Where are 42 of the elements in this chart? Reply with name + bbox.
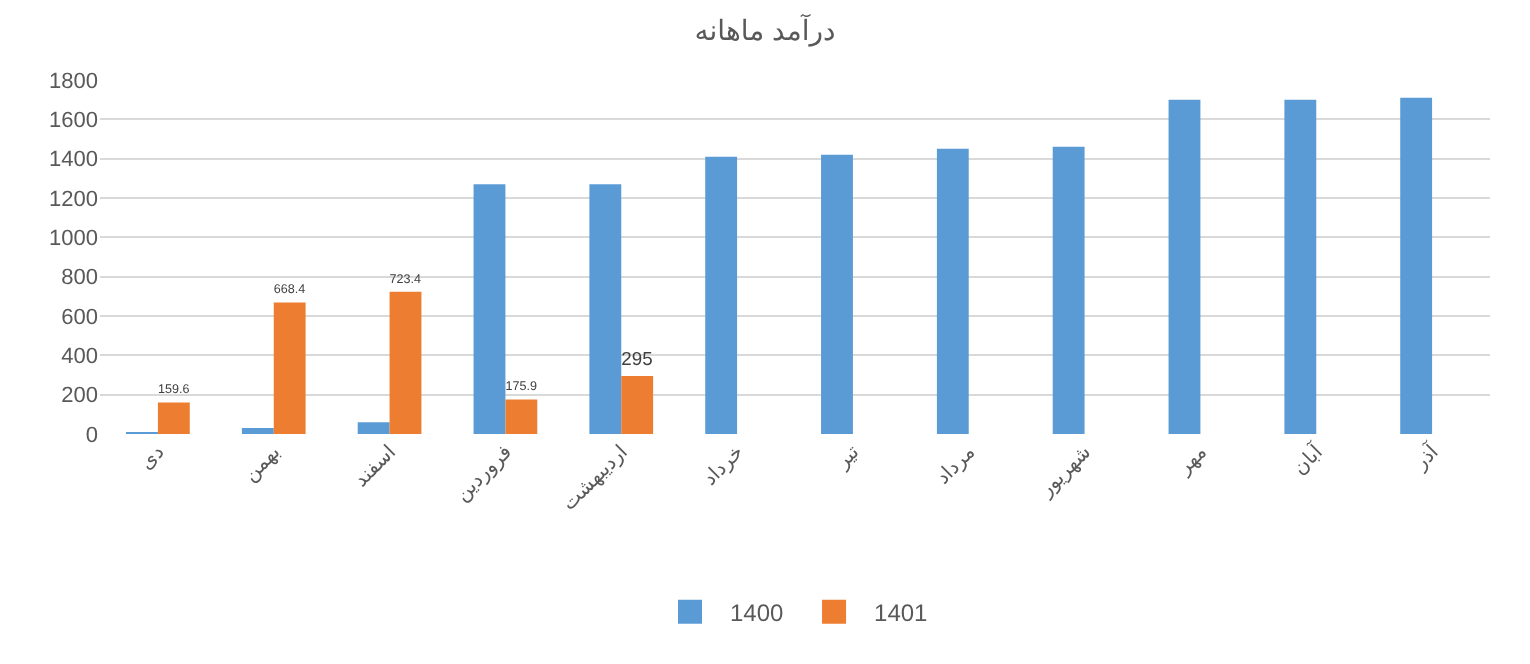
x-tick-label: آذر	[1406, 437, 1446, 476]
x-tick-label: آبان	[1286, 437, 1330, 480]
bar	[936, 148, 969, 434]
y-tick-label: 1400	[49, 148, 98, 173]
chart-title: درآمد ماهانه	[694, 11, 836, 48]
bar	[1284, 99, 1317, 434]
bar	[505, 399, 538, 434]
bar	[157, 402, 190, 434]
bar	[705, 156, 738, 434]
bar	[473, 184, 506, 434]
x-tick-label: اردیبهشت	[558, 441, 633, 516]
y-tick-label: 600	[61, 305, 98, 330]
x-tick-label: مهر	[1172, 441, 1212, 481]
legend-label: 1400	[730, 599, 785, 628]
x-tick-label: اسفند	[350, 441, 401, 492]
y-tick-label: 800	[61, 266, 98, 291]
x-tick-label: شهریور	[1034, 441, 1096, 503]
bar	[1400, 97, 1433, 434]
x-tick-label: بهمن	[240, 441, 286, 487]
bar	[1168, 99, 1201, 434]
x-tick-label: مرداد	[932, 441, 981, 490]
bar	[389, 291, 422, 434]
x-tick-label: خرداد	[699, 441, 749, 491]
bar	[1052, 146, 1085, 434]
y-tick-label: 1000	[49, 227, 98, 252]
bar	[821, 154, 853, 434]
x-tick-label: فروردین	[451, 441, 518, 507]
data-label: 295	[621, 349, 653, 370]
bar	[273, 302, 306, 434]
bar	[357, 422, 390, 434]
y-tick-label: 1200	[49, 187, 98, 212]
bar	[589, 184, 622, 434]
legend-label: 1401	[874, 599, 929, 628]
bar	[241, 428, 274, 434]
y-tick-label: 0	[85, 423, 98, 448]
y-tick-label: 1800	[49, 69, 98, 94]
y-tick-label: 1600	[49, 109, 98, 134]
y-tick-label: 400	[61, 345, 98, 370]
x-tick-label: تیر	[831, 441, 865, 475]
y-tick-label: 200	[61, 384, 98, 409]
bar	[621, 375, 654, 434]
x-tick-label: دی	[136, 441, 170, 475]
